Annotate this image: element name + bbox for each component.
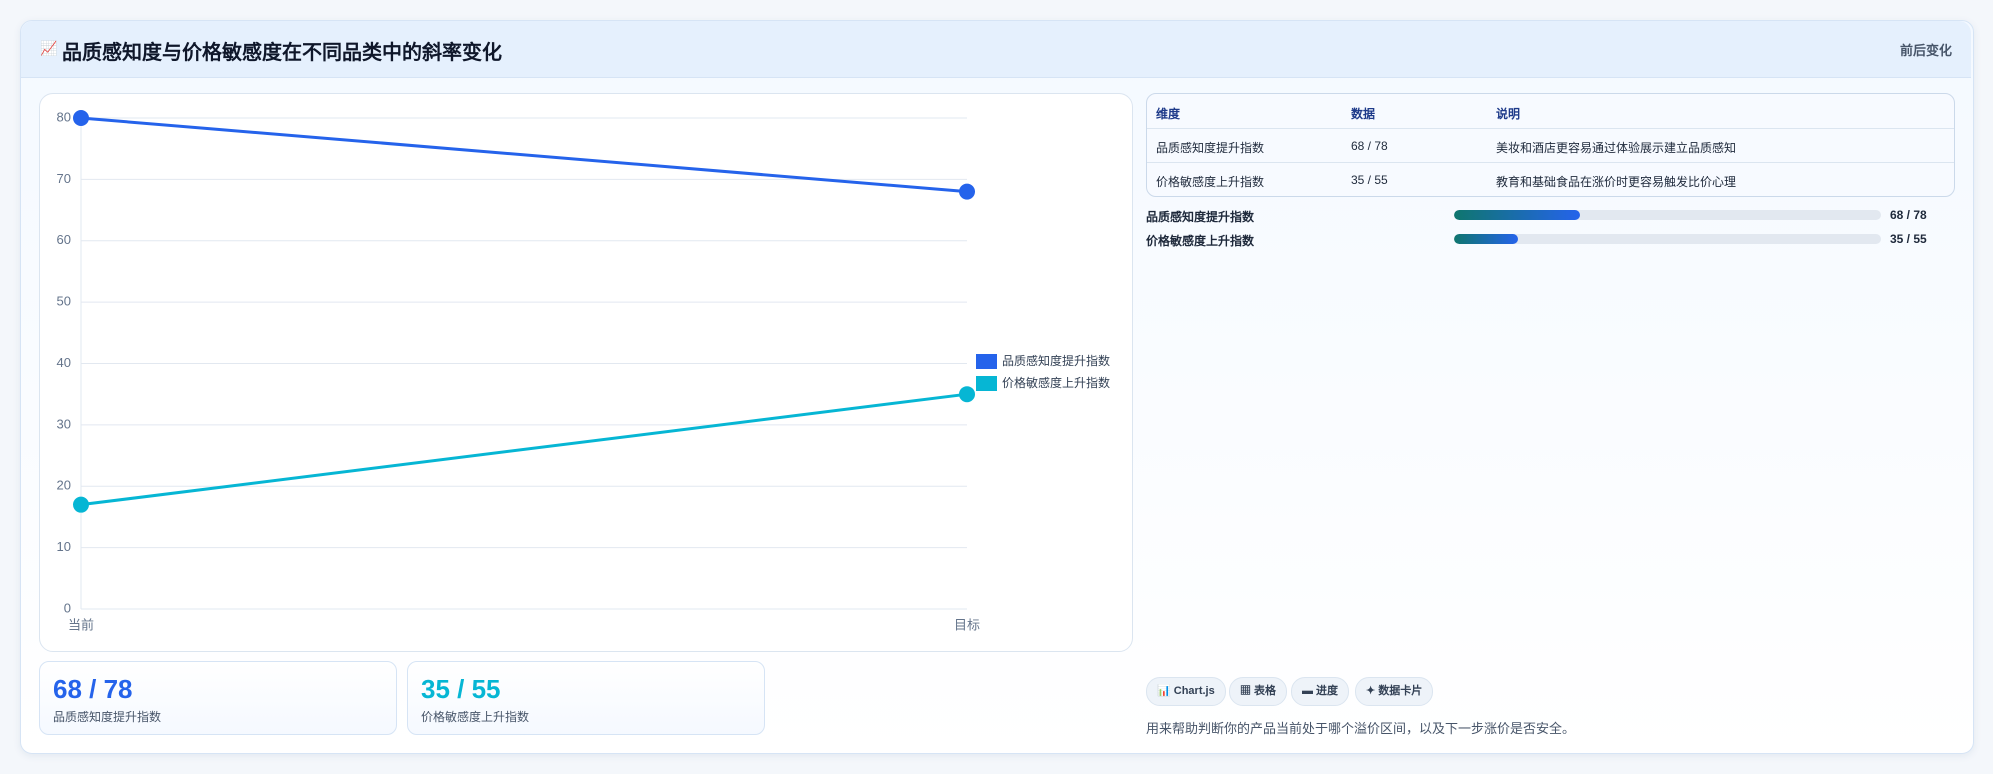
footer-note: 用来帮助判断你的产品当前处于哪个溢价区间，以及下一步涨价是否安全。 [1146, 721, 1576, 736]
tag[interactable]: ▦ 表格 [1229, 677, 1288, 706]
badge: 前后变化 [1900, 43, 1953, 58]
y-tick-label: 20 [57, 478, 71, 493]
kpi-value: 68 / 78 [53, 674, 133, 704]
progress-label: 价格敏感度上升指数 [1146, 234, 1255, 248]
chart-box: 0 10 20 30 40 50 60 70 80 当前 目标 品质感知度提升指数 价格敏感度上升指数 [39, 93, 1133, 652]
title: 品质感知度与价格敏感度在不同品类中的斜率变化 [62, 42, 502, 64]
legend-label: 价格敏感度上升指数 [1002, 375, 1110, 390]
point [73, 496, 89, 513]
th: 数据 [1351, 107, 1376, 121]
table: 维度 数据 说明 品质感知度提升指数 68 / 78 美妆和酒店更容易通过体验展… [1146, 93, 1955, 197]
y-tick-label: 0 [64, 600, 71, 615]
td: 价格敏感度上升指数 [1156, 175, 1265, 189]
table-row: 价格敏感度上升指数 35 / 55 教育和基础食品在涨价时更容易触发比价心理 [1147, 162, 1954, 196]
legend-swatch [976, 376, 997, 391]
kpi-value: 35 / 55 [421, 674, 501, 704]
progress-track [1454, 234, 1881, 244]
tag[interactable]: ✦ 数据卡片 [1355, 677, 1434, 706]
th: 维度 [1156, 107, 1181, 121]
th: 说明 [1496, 107, 1521, 121]
progress-value: 68 / 78 [1890, 208, 1927, 222]
td: 品质感知度提升指数 [1156, 141, 1265, 155]
progress-label: 品质感知度提升指数 [1146, 210, 1255, 224]
progress-track [1454, 210, 1881, 220]
progress-fill [1454, 234, 1519, 244]
y-tick-label: 40 [57, 355, 71, 370]
point [73, 110, 89, 126]
y-tick-label: 80 [57, 109, 71, 124]
legend-label: 品质感知度提升指数 [1002, 353, 1110, 368]
point [959, 183, 975, 200]
y-tick-label: 30 [57, 416, 71, 431]
y-tick-label: 10 [57, 539, 71, 554]
title-icon: 📈 [40, 40, 58, 56]
header [21, 21, 1971, 78]
td: 35 / 55 [1351, 173, 1388, 187]
progress-value: 35 / 55 [1890, 232, 1927, 246]
point [959, 386, 975, 403]
kpi-label: 价格敏感度上升指数 [421, 710, 530, 724]
td: 美妆和酒店更容易通过体验展示建立品质感知 [1496, 141, 1737, 155]
line [80, 392, 968, 507]
tag[interactable]: 📊 Chart.js [1146, 677, 1226, 706]
td: 教育和基础食品在涨价时更容易触发比价心理 [1496, 175, 1737, 189]
y-tick-label: 70 [57, 171, 71, 186]
y-tick-label: 60 [57, 232, 71, 247]
x-tick-label: 当前 [68, 617, 94, 632]
legend-swatch [976, 354, 997, 369]
progress-fill [1454, 210, 1580, 220]
kpi-card: 35 / 55 价格敏感度上升指数 [407, 661, 765, 735]
y-tick-label: 50 [57, 294, 71, 309]
td: 68 / 78 [1351, 139, 1388, 153]
kpi-label: 品质感知度提升指数 [53, 710, 162, 724]
kpi-card: 68 / 78 品质感知度提升指数 [39, 661, 397, 735]
table-row: 品质感知度提升指数 68 / 78 美妆和酒店更容易通过体验展示建立品质感知 [1147, 128, 1954, 163]
x-tick-label: 目标 [954, 617, 980, 632]
tag[interactable]: ▬ 进度 [1291, 677, 1350, 706]
table-header: 维度 数据 说明 [1147, 94, 1954, 129]
line [80, 116, 968, 194]
